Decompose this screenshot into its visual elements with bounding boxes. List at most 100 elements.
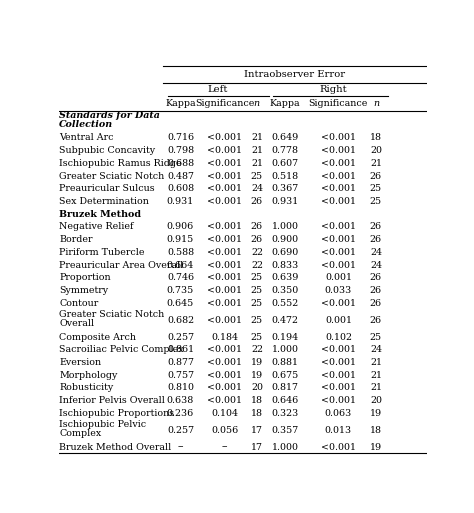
Text: 0.487: 0.487 — [167, 171, 194, 181]
Text: 0.607: 0.607 — [272, 159, 299, 168]
Text: Preauricular Sulcus: Preauricular Sulcus — [59, 184, 155, 193]
Text: Sex Determination: Sex Determination — [59, 197, 149, 206]
Text: Greater Sciatic Notch: Greater Sciatic Notch — [59, 310, 164, 320]
Text: 0.033: 0.033 — [325, 286, 352, 295]
Text: 0.798: 0.798 — [167, 146, 194, 155]
Text: 0.184: 0.184 — [211, 332, 238, 342]
Text: 0.588: 0.588 — [167, 248, 194, 257]
Text: <0.001: <0.001 — [207, 315, 242, 325]
Text: 0.638: 0.638 — [167, 396, 194, 405]
Text: Proportion: Proportion — [59, 273, 111, 282]
Text: 25: 25 — [370, 184, 382, 193]
Text: Complex: Complex — [59, 429, 101, 438]
Text: Morphology: Morphology — [59, 371, 118, 380]
Text: 0.552: 0.552 — [272, 299, 299, 308]
Text: 26: 26 — [370, 315, 382, 325]
Text: 0.690: 0.690 — [272, 248, 299, 257]
Text: --: -- — [177, 443, 184, 451]
Text: 25: 25 — [251, 273, 263, 282]
Text: 22: 22 — [251, 261, 263, 270]
Text: 0.608: 0.608 — [167, 184, 194, 193]
Text: 24: 24 — [251, 184, 263, 193]
Text: 0.649: 0.649 — [272, 133, 299, 143]
Text: 19: 19 — [370, 409, 382, 418]
Text: n: n — [373, 99, 379, 108]
Text: Ischiopubic Pelvic: Ischiopubic Pelvic — [59, 421, 146, 429]
Text: 0.682: 0.682 — [167, 315, 194, 325]
Text: 0.104: 0.104 — [211, 409, 238, 418]
Text: <0.001: <0.001 — [207, 146, 242, 155]
Text: 0.900: 0.900 — [272, 235, 299, 244]
Text: 21: 21 — [370, 371, 382, 380]
Text: <0.001: <0.001 — [207, 197, 242, 206]
Text: 18: 18 — [370, 426, 382, 435]
Text: <0.001: <0.001 — [207, 159, 242, 168]
Text: Eversion: Eversion — [59, 358, 101, 367]
Text: 0.350: 0.350 — [272, 286, 299, 295]
Text: Significance: Significance — [195, 99, 254, 108]
Text: Robusticity: Robusticity — [59, 383, 113, 392]
Text: 17: 17 — [251, 426, 263, 435]
Text: 0.688: 0.688 — [167, 159, 194, 168]
Text: 0.746: 0.746 — [167, 273, 194, 282]
Text: <0.001: <0.001 — [321, 345, 356, 354]
Text: 19: 19 — [370, 443, 382, 451]
Text: Composite Arch: Composite Arch — [59, 332, 136, 342]
Text: 17: 17 — [251, 443, 263, 451]
Text: 0.778: 0.778 — [272, 146, 299, 155]
Text: 22: 22 — [251, 345, 263, 354]
Text: <0.001: <0.001 — [207, 299, 242, 308]
Text: 25: 25 — [370, 197, 382, 206]
Text: 0.056: 0.056 — [211, 426, 238, 435]
Text: Symmetry: Symmetry — [59, 286, 109, 295]
Text: Contour: Contour — [59, 299, 99, 308]
Text: 0.001: 0.001 — [325, 315, 352, 325]
Text: 26: 26 — [370, 171, 382, 181]
Text: 26: 26 — [370, 235, 382, 244]
Text: 0.931: 0.931 — [167, 197, 194, 206]
Text: 0.906: 0.906 — [167, 223, 194, 231]
Text: 25: 25 — [251, 171, 263, 181]
Text: Collection: Collection — [59, 120, 113, 129]
Text: Kappa: Kappa — [165, 99, 196, 108]
Text: 24: 24 — [370, 248, 382, 257]
Text: 24: 24 — [370, 261, 382, 270]
Text: 21: 21 — [370, 383, 382, 392]
Text: 25: 25 — [251, 286, 263, 295]
Text: Bruzek Method Overall: Bruzek Method Overall — [59, 443, 172, 451]
Text: <0.001: <0.001 — [207, 248, 242, 257]
Text: Standards for Data: Standards for Data — [59, 111, 160, 121]
Text: Right: Right — [319, 85, 347, 94]
Text: <0.001: <0.001 — [207, 133, 242, 143]
Text: <0.001: <0.001 — [321, 371, 356, 380]
Text: 26: 26 — [370, 286, 382, 295]
Text: <0.001: <0.001 — [207, 223, 242, 231]
Text: 0.833: 0.833 — [272, 261, 299, 270]
Text: 0.257: 0.257 — [167, 426, 194, 435]
Text: 0.861: 0.861 — [167, 345, 194, 354]
Text: 1.000: 1.000 — [272, 345, 299, 354]
Text: Kappa: Kappa — [270, 99, 301, 108]
Text: <0.001: <0.001 — [207, 371, 242, 380]
Text: <0.001: <0.001 — [207, 171, 242, 181]
Text: 0.810: 0.810 — [167, 383, 194, 392]
Text: Significance: Significance — [309, 99, 368, 108]
Text: 0.877: 0.877 — [167, 358, 194, 367]
Text: 22: 22 — [251, 248, 263, 257]
Text: 26: 26 — [370, 299, 382, 308]
Text: <0.001: <0.001 — [321, 235, 356, 244]
Text: 21: 21 — [370, 159, 382, 168]
Text: Ischiopubic Ramus Ridge: Ischiopubic Ramus Ridge — [59, 159, 182, 168]
Text: Negative Relief: Negative Relief — [59, 223, 134, 231]
Text: 0.257: 0.257 — [167, 332, 194, 342]
Text: 20: 20 — [370, 146, 382, 155]
Text: 0.472: 0.472 — [272, 315, 299, 325]
Text: 0.063: 0.063 — [325, 409, 352, 418]
Text: <0.001: <0.001 — [207, 358, 242, 367]
Text: 0.639: 0.639 — [272, 273, 299, 282]
Text: <0.001: <0.001 — [321, 184, 356, 193]
Text: <0.001: <0.001 — [321, 248, 356, 257]
Text: <0.001: <0.001 — [207, 345, 242, 354]
Text: 24: 24 — [370, 345, 382, 354]
Text: 25: 25 — [251, 332, 263, 342]
